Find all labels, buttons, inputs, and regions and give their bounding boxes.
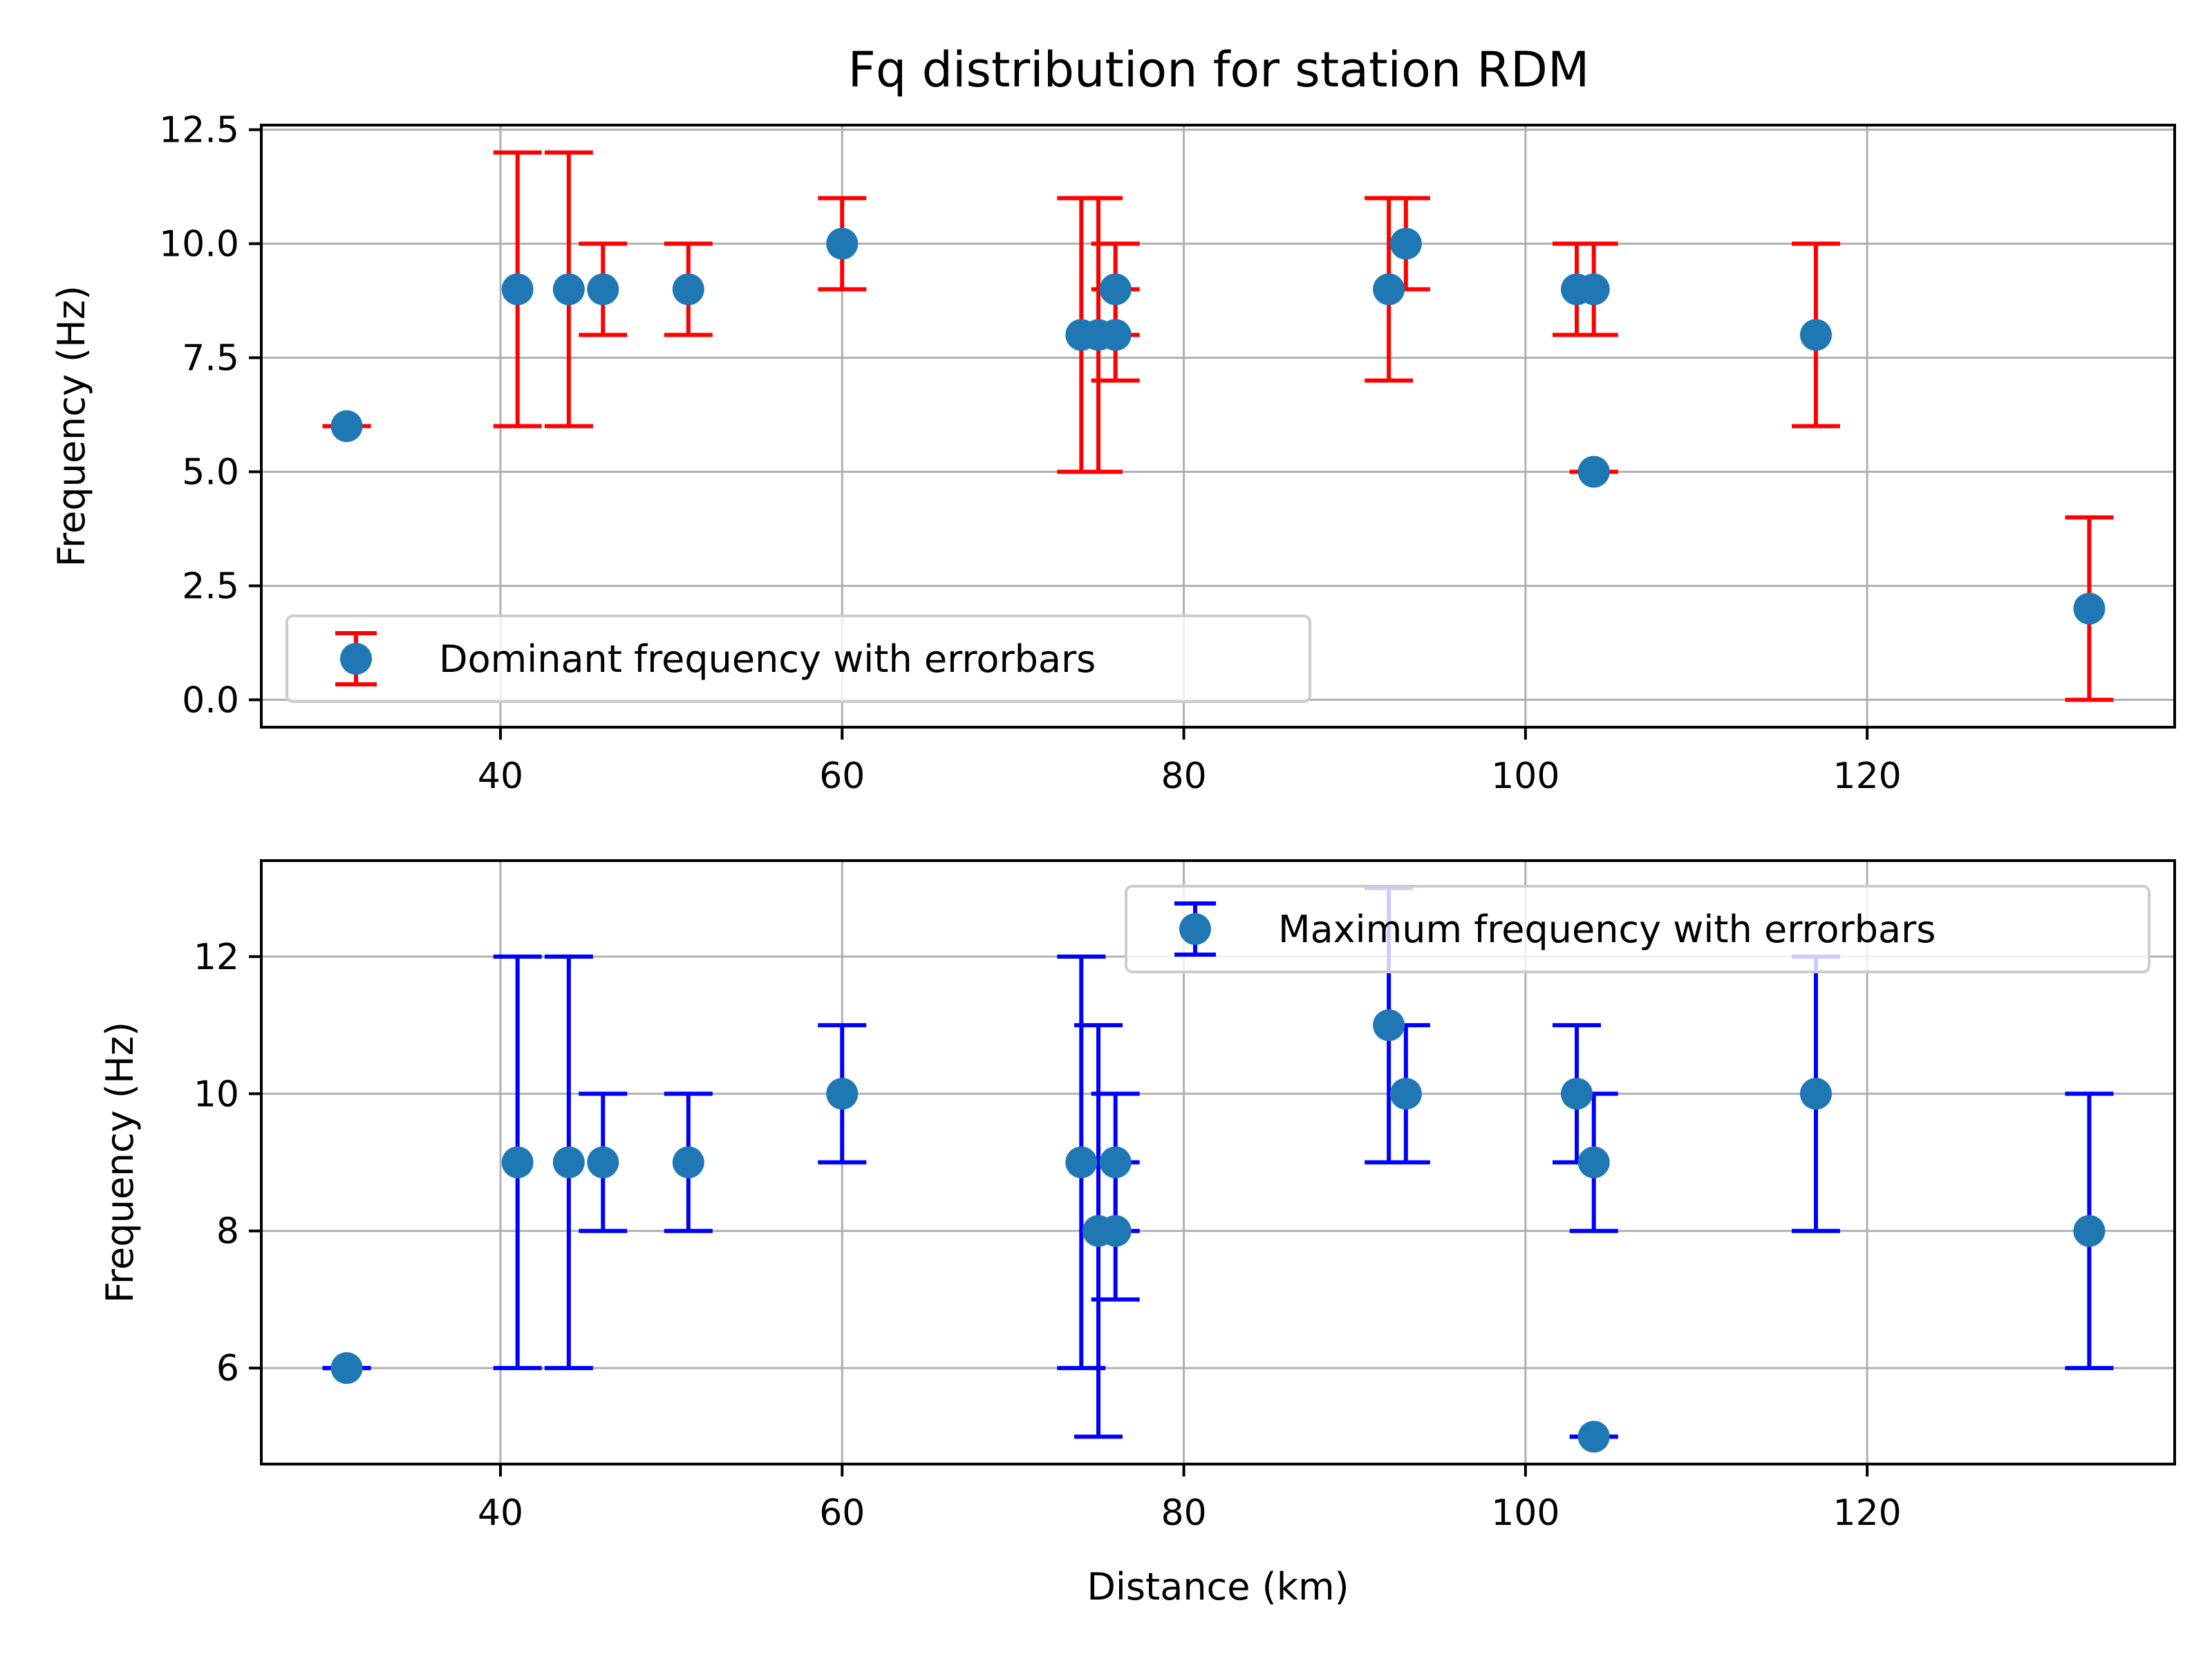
subplot-maximum-data-point [1373,1009,1405,1042]
subplot-dominant-data-point [330,410,363,442]
subplot-dominant-xtick-label: 120 [1833,756,1902,797]
subplot-maximum-frequency: 40 60 80 100 120 6 8 10 12 Frequency (Hz) Distance… [98,859,2176,1609]
subplot-maximum-xtick-label: 120 [1833,1492,1902,1534]
subplot-maximum-legend: Maximum frequency with errorbars [1125,885,2150,973]
subplot-maximum-data-point [330,1352,363,1385]
subplot-maximum-data-point [1800,1078,1832,1110]
subplot-maximum-legend-box [1125,885,2150,973]
subplot-dominant-data-point [1373,273,1405,306]
subplot-maximum-data-point [2073,1215,2106,1247]
subplot-maximum-axes-frame [260,859,2176,1465]
subplot-dominant-data-point [1099,319,1132,351]
subplot-dominant-legend-label: Dominant frequency with errorbars [439,637,1096,681]
subplot-maximum-data-point [1099,1215,1132,1247]
subplot-maximum-legend-marker-icon [1179,913,1211,945]
subplot-dominant-data-point [826,227,859,260]
subplot-dominant-ytick-label: 7.5 [182,338,239,379]
subplot-dominant-ytick-label: 5.0 [182,451,239,493]
subplot-dominant-ytick-label: 10.0 [159,224,239,265]
subplot-dominant-ytick-label: 12.5 [159,110,239,151]
subplot-dominant-ytick-label: 0.0 [182,679,239,721]
subplot-dominant-frequency: 40 60 80 100 120 0.0 2.5 5.0 7.5 10.0 12.5 Frequenc… [50,110,2176,797]
subplot-dominant-legend-marker-icon [340,643,372,675]
figure-title: Fq distribution for station RDM [848,41,1590,98]
subplot-maximum-data-point [1577,1146,1610,1179]
subplot-maximum-ylabel: Frequency (Hz) [98,1022,142,1303]
subplot-dominant-xtick-label: 80 [1161,756,1206,797]
subplot-dominant-axes-frame [260,124,2176,729]
subplot-dominant-data-point [1800,319,1832,351]
subplot-maximum-data-point [826,1078,859,1110]
subplot-dominant-data-point [672,273,704,306]
subplot-dominant-xtick-label: 40 [478,756,523,797]
subplot-dominant-xtick-label: 100 [1491,756,1559,797]
subplot-maximum-data-point [1561,1078,1593,1110]
subplot-maximum-ytick-label: 6 [216,1348,239,1389]
subplot-maximum-data-point [1389,1078,1422,1110]
subplot-maximum-data-point [552,1146,585,1179]
subplot-maximum-ytick-label: 8 [216,1211,239,1253]
subplot-maximum-data-point [1577,1421,1610,1453]
subplot-dominant-data-point [587,273,619,306]
subplot-dominant-data-point [1577,273,1610,306]
subplot-dominant-xtick-label: 60 [819,756,865,797]
subplot-maximum-data-point [672,1146,704,1179]
subplot-maximum-xtick-label: 80 [1161,1492,1206,1534]
subplot-maximum-legend-label: Maximum frequency with errorbars [1278,908,1936,951]
subplot-dominant-ylabel: Frequency (Hz) [50,285,93,567]
subplot-maximum-xtick-label: 60 [819,1492,865,1534]
subplot-dominant-data-point [552,273,585,306]
subplot-maximum-data-point [1099,1146,1132,1179]
subplot-dominant-legend-box [285,615,1311,703]
subplot-dominant-data-point [2073,592,2106,625]
subplot-dominant-data-point [1099,273,1132,306]
subplot-maximum-ytick-label: 10 [194,1074,239,1115]
subplot-dominant-ytick-label: 2.5 [182,565,239,607]
subplot-maximum-data-point [501,1146,534,1179]
subplot-dominant-legend: Dominant frequency with errorbars [285,615,1311,703]
subplot-maximum-data-point [587,1146,619,1179]
subplot-maximum-ytick-label: 12 [194,937,239,978]
subplot-maximum-xtick-label: 100 [1491,1492,1559,1534]
subplot-dominant-data-point [1389,227,1422,260]
subplot-maximum-xtick-label: 40 [478,1492,523,1534]
subplot-maximum-data-point [1065,1146,1098,1179]
subplot-dominant-data-point [1577,456,1610,488]
subplot-maximum-xlabel: Distance (km) [1087,1565,1349,1609]
subplot-dominant-data-point [501,273,534,306]
